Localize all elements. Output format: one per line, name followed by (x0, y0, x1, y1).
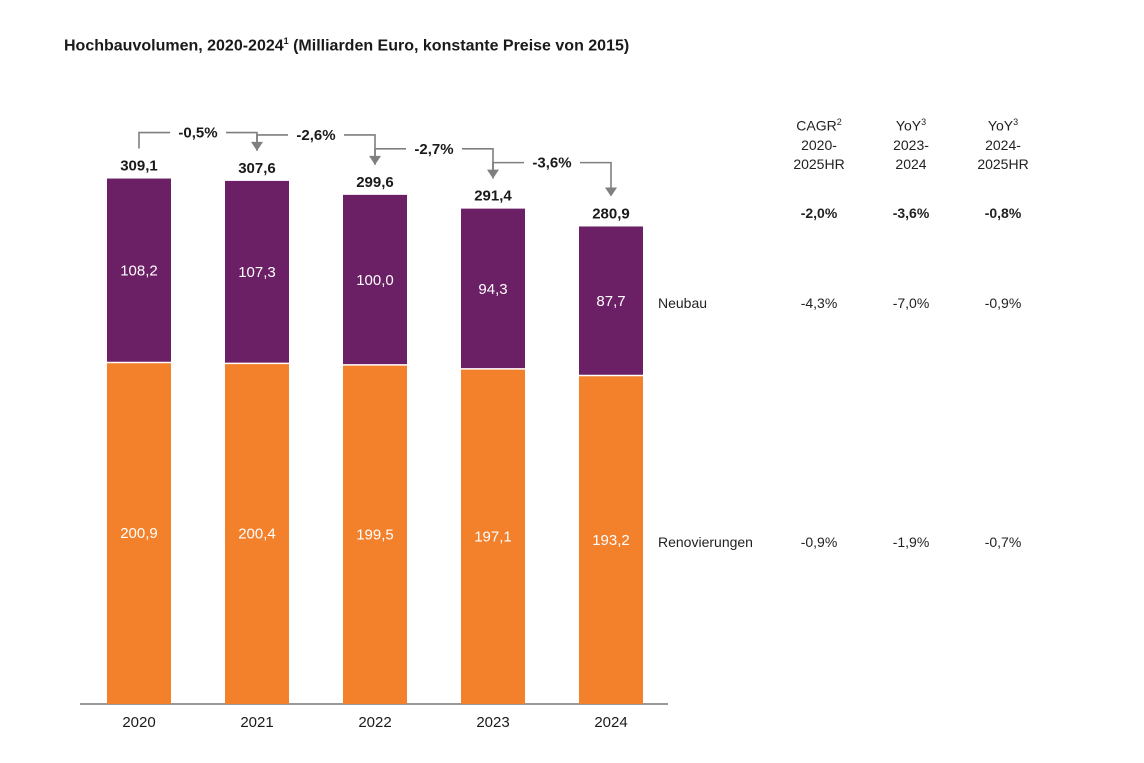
total-label-2020: 309,1 (120, 158, 158, 175)
bar-renovierungen-2020 (107, 362, 171, 704)
value-label-renovierungen-2020: 200,9 (120, 525, 158, 542)
x-tick-label-2022: 2022 (358, 714, 391, 731)
change-arrow-4: -3,6% (492, 155, 617, 197)
bar-renovierungen-2021 (225, 363, 289, 704)
value-label-neubau-2022: 100,0 (356, 272, 394, 289)
value-label-renovierungen-2023: 197,1 (474, 528, 512, 545)
arrow-head (605, 187, 617, 197)
bar-neubau-2021 (225, 180, 289, 364)
x-tick-label-2020: 2020 (122, 714, 155, 731)
value-label-neubau-2021: 107,3 (238, 264, 276, 281)
change-label-2: -2,6% (296, 127, 335, 144)
x-tick-label-2024: 2024 (594, 714, 627, 731)
bar-neubau-2024 (579, 226, 643, 376)
total-label-2021: 307,6 (238, 160, 276, 177)
bar-renovierungen-2023 (461, 368, 525, 704)
total-label-2024: 280,9 (592, 205, 630, 222)
bar-neubau-2020 (107, 178, 171, 363)
total-label-2022: 299,6 (356, 174, 394, 191)
bar-renovierungen-2024 (579, 375, 643, 704)
chart-title: Hochbauvolumen, 2020-20241 (Milliarden E… (64, 36, 630, 55)
change-label-1: -0,5% (178, 125, 217, 142)
change-arrow-1: -0,5% (138, 125, 263, 151)
change-label-4: -3,6% (532, 155, 571, 172)
bar-neubau-2022 (343, 194, 407, 365)
x-tick-label-2023: 2023 (476, 714, 509, 731)
value-label-neubau-2024: 87,7 (596, 293, 625, 310)
value-label-renovierungen-2021: 200,4 (238, 526, 276, 543)
change-label-3: -2,7% (414, 141, 453, 158)
total-label-2023: 291,4 (474, 188, 512, 205)
value-label-neubau-2020: 108,2 (120, 263, 158, 280)
value-label-neubau-2023: 94,3 (478, 281, 507, 298)
bar-neubau-2023 (461, 208, 525, 369)
value-label-renovierungen-2024: 193,2 (592, 532, 630, 549)
value-label-renovierungen-2022: 199,5 (356, 526, 394, 543)
bar-renovierungen-2022 (343, 364, 407, 704)
x-tick-label-2021: 2021 (240, 714, 273, 731)
